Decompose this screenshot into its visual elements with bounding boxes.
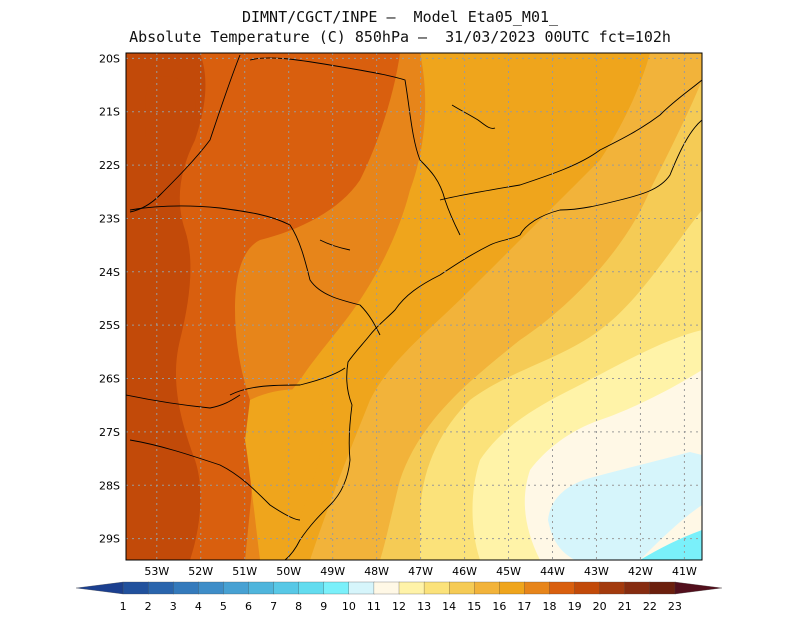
lon-label: 46W <box>452 565 477 578</box>
colorbar-label: 19 <box>568 600 582 613</box>
lagoon-sp <box>319 239 351 251</box>
colorbar-label: 23 <box>668 600 682 613</box>
map-frame <box>125 52 703 561</box>
field-11c <box>548 452 702 560</box>
colorbar-swatch <box>373 581 400 595</box>
colorbar-swatch <box>624 581 651 595</box>
lat-label: 24S <box>99 266 120 279</box>
colorbar-swatch <box>198 581 225 595</box>
state-border-rs <box>129 439 301 521</box>
lon-label: 47W <box>408 565 433 578</box>
lon-label: 43W <box>584 565 609 578</box>
state-border-sp-mg <box>249 57 461 236</box>
state-border-mg-rj <box>439 79 702 201</box>
colorbar-swatch <box>549 581 576 595</box>
colorbar-label: 16 <box>492 600 506 613</box>
colorbar <box>75 581 723 595</box>
state-border-ms <box>129 54 241 213</box>
colorbar-label: 3 <box>170 600 177 613</box>
graticule <box>126 53 702 560</box>
lon-label: 45W <box>496 565 521 578</box>
lat-label: 26S <box>99 373 120 386</box>
colorbar-swatch <box>75 581 124 595</box>
lat-label: 22S <box>99 159 120 172</box>
lon-label: 50W <box>276 565 301 578</box>
colorbar-swatch <box>649 581 676 595</box>
colorbar-swatch <box>348 581 375 595</box>
latitude-labels: 20S 21S 22S 23S 24S 25S 26S 27S 28S 29S <box>99 52 120 545</box>
map-subtitle: Absolute Temperature (C) 850hPa – 31/03/… <box>129 28 671 46</box>
colorbar-label: 13 <box>417 600 431 613</box>
colorbar-labels: 1 2 3 4 5 6 7 8 9 10 11 12 13 14 15 16 17 18 19 20 21 22 23 <box>120 600 682 613</box>
colorbar-label: 18 <box>543 600 557 613</box>
lat-label: 23S <box>99 212 120 225</box>
colorbar-swatch <box>223 581 250 595</box>
lon-label: 48W <box>364 565 389 578</box>
colorbar-swatch <box>499 581 526 595</box>
colorbar-label: 22 <box>643 600 657 613</box>
lon-label: 44W <box>540 565 565 578</box>
colorbar-swatch <box>148 581 174 595</box>
colorbar-label: 4 <box>195 600 202 613</box>
field-20c <box>126 53 206 560</box>
colorbar-label: 6 <box>245 600 252 613</box>
colorbar-label: 20 <box>593 600 607 613</box>
colorbar-label: 7 <box>270 600 277 613</box>
colorbar-swatch <box>173 581 199 595</box>
lat-label: 25S <box>99 319 120 332</box>
colorbar-label: 21 <box>618 600 632 613</box>
colorbar-label: 8 <box>295 600 302 613</box>
coastline-borders <box>126 54 702 560</box>
lat-label: 29S <box>99 533 120 546</box>
colorbar-label: 12 <box>392 600 406 613</box>
colorbar-swatch <box>122 581 149 595</box>
colorbar-label: 14 <box>442 600 456 613</box>
lon-label: 51W <box>232 565 257 578</box>
lagoon-rj <box>451 104 496 129</box>
field-19c <box>126 53 400 560</box>
colorbar-label: 5 <box>220 600 227 613</box>
lat-label: 21S <box>99 106 120 119</box>
colorbar-swatch <box>449 581 475 595</box>
lat-label: 28S <box>99 479 120 492</box>
state-border-pr-sp <box>129 205 381 336</box>
colorbar-swatch <box>574 581 601 595</box>
lat-label: 20S <box>99 52 120 65</box>
colorbar-label: 1 <box>120 600 127 613</box>
colorbar-swatch <box>674 581 723 595</box>
temperature-field <box>126 53 702 560</box>
lat-label: 27S <box>99 426 120 439</box>
coastline <box>284 119 702 560</box>
field-10c <box>640 530 702 560</box>
colorbar-label: 17 <box>517 600 531 613</box>
colorbar-swatch <box>298 581 325 595</box>
lon-label: 52W <box>188 565 213 578</box>
state-border-pr-sc <box>126 394 241 409</box>
colorbar-swatch <box>398 581 425 595</box>
colorbar-label: 10 <box>342 600 356 613</box>
map-title: DIMNT/CGCT/INPE – Model Eta05_M01_ <box>241 8 559 26</box>
colorbar-swatch <box>524 581 551 595</box>
lon-label: 53W <box>144 565 169 578</box>
colorbar-swatch <box>599 581 626 595</box>
colorbar-label: 9 <box>320 600 327 613</box>
lon-label: 41W <box>672 565 697 578</box>
longitude-labels: 53W 52W 51W 50W 49W 48W 47W 46W 45W 44W 43W 42W 41W <box>144 565 697 578</box>
colorbar-label: 2 <box>145 600 152 613</box>
colorbar-label: 11 <box>367 600 381 613</box>
state-border-sc <box>229 367 346 396</box>
colorbar-swatch <box>323 581 350 595</box>
field-20c-pocket <box>145 76 196 161</box>
colorbar-swatch <box>423 581 450 595</box>
colorbar-swatch <box>248 581 275 595</box>
lon-label: 42W <box>628 565 653 578</box>
lon-label: 49W <box>320 565 345 578</box>
colorbar-swatch <box>474 581 500 595</box>
colorbar-swatch <box>273 581 300 595</box>
colorbar-label: 15 <box>467 600 481 613</box>
